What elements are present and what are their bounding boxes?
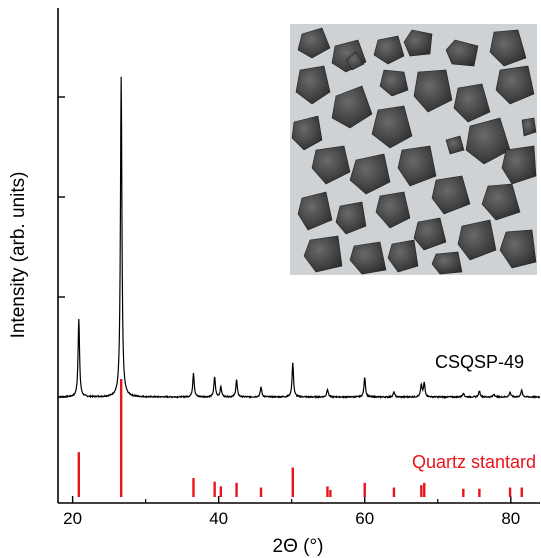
particle-micrograph-icon <box>290 24 537 275</box>
x-tick-label: 20 <box>63 509 82 528</box>
reference-label: Quartz stantard <box>412 452 536 472</box>
reference-sticks <box>77 379 523 497</box>
x-tick-label: 40 <box>209 509 228 528</box>
y-ticks <box>58 96 65 398</box>
y-axis-title: Intensity (arb. units) <box>8 172 29 339</box>
sample-label: CSQSP-49 <box>435 352 524 372</box>
x-tick-label: 80 <box>501 509 520 528</box>
x-axis-title: 2Θ (°) <box>273 536 324 557</box>
x-tick-label: 60 <box>355 509 374 528</box>
x-ticks: 20 40 60 80 <box>63 496 520 528</box>
axes: 20 40 60 80 <box>57 8 540 528</box>
sample-pattern-line <box>57 76 540 400</box>
